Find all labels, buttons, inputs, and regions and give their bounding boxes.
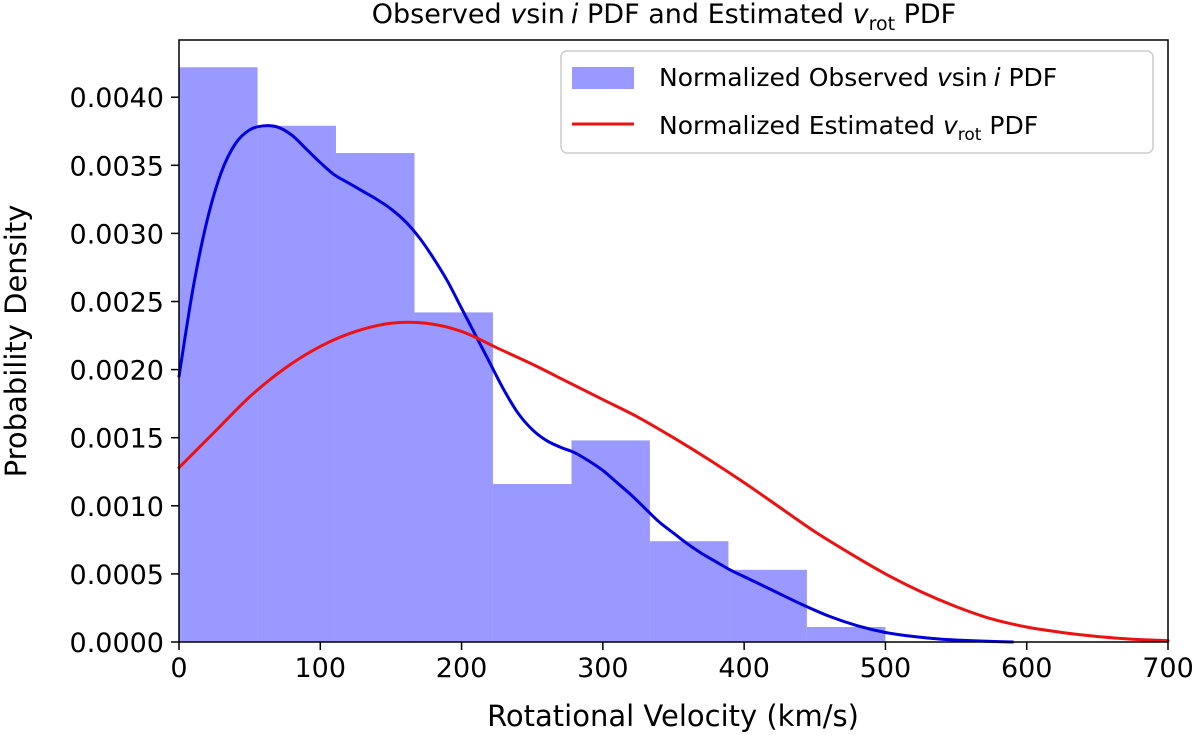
chart-title: Observed vsin i PDF and Estimated vrot PD… [372, 0, 956, 35]
kde-line-observed [177, 124, 1015, 644]
x-tick-label: 0 [170, 653, 187, 684]
y-tick-label: 0.0010 [70, 492, 164, 523]
histogram-bars [179, 67, 886, 643]
histogram-bar [728, 569, 807, 642]
histogram-bar [414, 312, 493, 642]
x-tick-label: 200 [436, 653, 488, 684]
histogram-bar [806, 627, 886, 642]
y-tick-label: 0.0035 [70, 151, 164, 182]
legend-patch-histogram [572, 67, 634, 89]
histogram-bar [492, 484, 572, 642]
y-axis-label: Probability Density [0, 205, 33, 478]
histogram-bar [179, 67, 258, 643]
y-tick-label: 0.0020 [70, 356, 164, 387]
plot-frame [178, 39, 1169, 643]
x-axis-label: Rotational Velocity (km/s) [487, 699, 859, 733]
legend: Normalized Observed vsin i PDF Normalized… [560, 50, 1154, 154]
y-axis-ticks: 0.0000 0.0005 0.0010 0.0015 0.0020 0.0025 0.00… [70, 83, 179, 659]
legend-label-estimated: Normalized Estimated vrot PDF [659, 111, 1038, 145]
y-tick-label: 0.0030 [70, 219, 164, 250]
histogram-bar [257, 125, 336, 643]
pdf-line-estimated [177, 320, 1170, 643]
legend-label-histogram: Normalized Observed vsin i PDF [659, 63, 1057, 92]
y-tick-label: 0.0040 [70, 83, 164, 114]
y-tick-label: 0.0000 [70, 628, 164, 659]
x-tick-label: 100 [295, 653, 347, 684]
legend-frame [560, 50, 1154, 154]
x-tick-label: 300 [577, 653, 629, 684]
histogram-bar [649, 541, 729, 642]
x-tick-label: 500 [860, 653, 912, 684]
x-tick-label: 600 [1001, 653, 1053, 684]
x-tick-label: 400 [718, 653, 770, 684]
y-tick-label: 0.0025 [70, 288, 164, 319]
x-axis-ticks: 0 100 200 300 400 500 600 700 [170, 642, 1194, 684]
x-tick-label: 700 [1142, 653, 1194, 684]
histogram-bar [571, 440, 650, 642]
y-tick-label: 0.0015 [70, 424, 164, 455]
y-tick-label: 0.0005 [70, 560, 164, 591]
series-lines [177, 124, 1170, 644]
histogram-bar [335, 153, 415, 643]
